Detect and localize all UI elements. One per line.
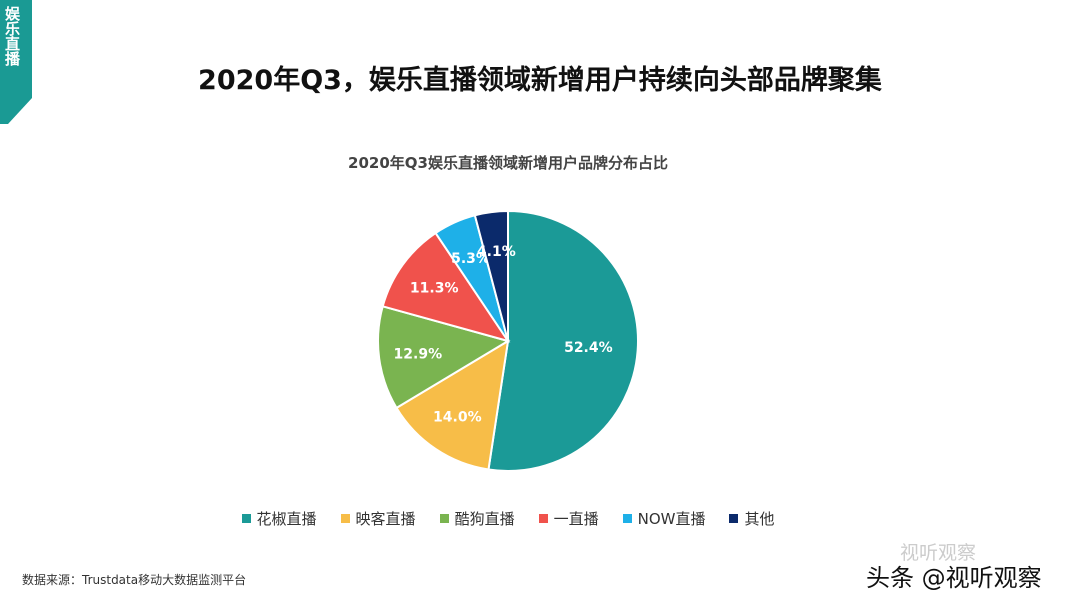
legend-item-5: 其他 bbox=[729, 508, 774, 529]
pie-slice-2 bbox=[377, 305, 511, 410]
legend-swatch-1 bbox=[340, 514, 350, 523]
pie-slice-5 bbox=[473, 209, 509, 342]
chart-title: 2020年Q3娱乐直播领域新增用户品牌分布占比 bbox=[348, 154, 668, 172]
watermark-logo-text: 视听观察 bbox=[900, 542, 977, 564]
pie-data-label-4: 5.3% bbox=[451, 251, 490, 267]
chart-legend: 花椒直播 映客直播 酷狗直播 一直播 NOW直播 其他 bbox=[0, 508, 1016, 529]
legend-item-3: 一直播 bbox=[538, 508, 599, 529]
legend-item-4: NOW直播 bbox=[622, 508, 706, 529]
legend-item-1: 映客直播 bbox=[340, 508, 416, 529]
pie-data-label-2: 12.9% bbox=[394, 346, 443, 362]
legend-label-5: 其他 bbox=[744, 510, 775, 528]
legend-label-2: 酷狗直播 bbox=[454, 510, 515, 528]
legend-swatch-4 bbox=[622, 514, 632, 523]
watermark-credit: 头条 @视听观察 bbox=[866, 564, 1042, 592]
page-title: 2020年Q3，娱乐直播领域新增用户持续向头部品牌聚集 bbox=[198, 65, 882, 96]
legend-swatch-5 bbox=[729, 514, 739, 523]
pie-data-label-3: 11.3% bbox=[410, 281, 459, 297]
pie-data-label-1: 14.0% bbox=[433, 410, 482, 426]
pie-slice-0 bbox=[487, 209, 639, 472]
legend-label-0: 花椒直播 bbox=[256, 510, 317, 528]
legend-swatch-3 bbox=[538, 514, 548, 523]
section-tab: 娱乐直播 bbox=[0, 0, 32, 124]
pie-slice-1 bbox=[395, 339, 510, 471]
pie-slice-3 bbox=[381, 231, 511, 343]
legend-swatch-0 bbox=[241, 514, 251, 523]
legend-swatch-2 bbox=[439, 514, 449, 523]
legend-label-1: 映客直播 bbox=[355, 510, 416, 528]
legend-item-2: 酷狗直播 bbox=[439, 508, 515, 529]
legend-item-0: 花椒直播 bbox=[241, 508, 317, 529]
section-tab-label: 娱乐直播 bbox=[3, 6, 21, 66]
legend-label-3: 一直播 bbox=[553, 510, 599, 528]
source-note: 数据来源：Trustdata移动大数据监测平台 bbox=[22, 573, 247, 587]
pie-data-label-0: 52.4% bbox=[564, 340, 613, 356]
pie-data-label-5: 4.1% bbox=[477, 244, 516, 260]
legend-label-4: NOW直播 bbox=[637, 510, 706, 528]
